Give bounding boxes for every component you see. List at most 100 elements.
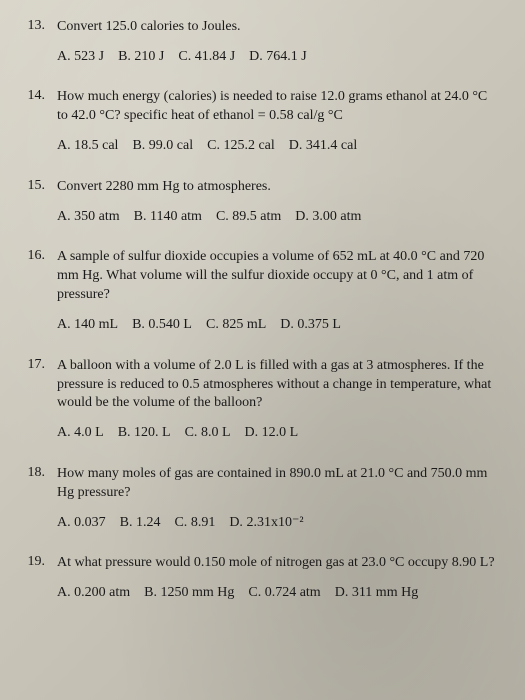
- choice-a: A. 350 atm: [57, 209, 120, 224]
- choice-value: 89.5 atm: [229, 209, 282, 224]
- choice-b: B. 120. L: [118, 425, 171, 440]
- choice-value: 8.0 L: [197, 425, 230, 440]
- question-text: How much energy (calories) is needed to …: [57, 88, 495, 126]
- choice-a: A. 140 mL: [57, 317, 118, 332]
- choice-d: D. 2.31x10⁻²: [229, 515, 303, 530]
- question-text: How many moles of gas are contained in 8…: [57, 465, 495, 503]
- question-row: 19.At what pressure would 0.150 mole of …: [25, 554, 495, 573]
- choice-a: A. 18.5 cal: [57, 138, 118, 153]
- choice-a: A. 523 J: [57, 49, 104, 64]
- choice-b: B. 0.540 L: [132, 317, 192, 332]
- choice-label: B.: [132, 138, 145, 153]
- question-16: 16.A sample of sulfur dioxide occupies a…: [25, 248, 495, 334]
- choice-value: 311 mm Hg: [348, 585, 418, 600]
- choice-a: A. 0.037: [57, 515, 106, 530]
- choice-value: 2.31x10⁻²: [243, 515, 304, 530]
- choice-label: B.: [144, 585, 157, 600]
- choice-label: A.: [57, 585, 71, 600]
- choice-d: D. 3.00 atm: [295, 209, 361, 224]
- choice-c: C. 125.2 cal: [207, 138, 275, 153]
- choice-value: 0.200 atm: [71, 585, 131, 600]
- question-number: 19.: [25, 554, 57, 570]
- choice-value: 210 J: [131, 49, 164, 64]
- choice-b: B. 1250 mm Hg: [144, 585, 234, 600]
- choice-label: A.: [57, 49, 71, 64]
- question-text: A sample of sulfur dioxide occupies a vo…: [57, 248, 495, 305]
- choice-d: D. 0.375 L: [280, 317, 341, 332]
- choice-label: D.: [335, 585, 349, 600]
- question-text: At what pressure would 0.150 mole of nit…: [57, 554, 495, 573]
- choice-value: 12.0 L: [258, 425, 298, 440]
- choice-value: 99.0 cal: [145, 138, 193, 153]
- choice-value: 0.037: [71, 515, 106, 530]
- choice-value: 18.5 cal: [71, 138, 119, 153]
- choice-label: C.: [206, 317, 219, 332]
- choices-row: A. 350 atm B. 1140 atm C. 89.5 atm D. 3.00 …: [57, 207, 495, 227]
- choice-label: C.: [174, 515, 187, 530]
- choice-value: 8.91: [187, 515, 215, 530]
- choice-label: C.: [248, 585, 261, 600]
- question-number: 16.: [25, 248, 57, 264]
- question-row: 16.A sample of sulfur dioxide occupies a…: [25, 248, 495, 305]
- choice-label: B.: [132, 317, 145, 332]
- choice-b: B. 210 J: [118, 49, 164, 64]
- choice-label: C.: [185, 425, 198, 440]
- choice-label: A.: [57, 515, 71, 530]
- choice-label: A.: [57, 209, 71, 224]
- question-row: 15.Convert 2280 mm Hg to atmospheres.: [25, 178, 495, 197]
- choice-value: 3.00 atm: [309, 209, 362, 224]
- choice-value: 41.84 J: [191, 49, 235, 64]
- choice-label: D.: [245, 425, 259, 440]
- choice-value: 1250 mm Hg: [157, 585, 234, 600]
- question-text: Convert 125.0 calories to Joules.: [57, 18, 495, 37]
- choice-c: C. 0.724 atm: [248, 585, 320, 600]
- choice-b: B. 1.24: [120, 515, 161, 530]
- choices-row: A. 523 J B. 210 J C. 41.84 J D. 764.1 J: [57, 47, 495, 67]
- choice-a: A. 4.0 L: [57, 425, 104, 440]
- question-row: 18.How many moles of gas are contained i…: [25, 465, 495, 503]
- question-17: 17.A balloon with a volume of 2.0 L is f…: [25, 357, 495, 443]
- choice-label: C.: [216, 209, 229, 224]
- choice-label: D.: [289, 138, 303, 153]
- choices-row: A. 140 mL B. 0.540 L C. 825 mL D. 0.375 L: [57, 315, 495, 335]
- choice-label: D.: [280, 317, 294, 332]
- choice-label: A.: [57, 138, 71, 153]
- choice-b: B. 99.0 cal: [132, 138, 193, 153]
- question-18: 18.How many moles of gas are contained i…: [25, 465, 495, 532]
- choice-label: B.: [118, 425, 131, 440]
- choice-c: C. 8.0 L: [185, 425, 231, 440]
- choice-value: 523 J: [71, 49, 104, 64]
- choice-value: 764.1 J: [263, 49, 307, 64]
- choice-label: B.: [134, 209, 147, 224]
- question-text: A balloon with a volume of 2.0 L is fill…: [57, 357, 495, 414]
- question-19: 19.At what pressure would 0.150 mole of …: [25, 554, 495, 602]
- question-number: 15.: [25, 178, 57, 194]
- choice-label: B.: [120, 515, 133, 530]
- choice-value: 125.2 cal: [220, 138, 275, 153]
- choice-value: 120. L: [131, 425, 171, 440]
- choice-c: C. 41.84 J: [178, 49, 235, 64]
- choice-value: 1.24: [132, 515, 160, 530]
- choice-d: D. 12.0 L: [245, 425, 299, 440]
- question-row: 13.Convert 125.0 calories to Joules.: [25, 18, 495, 37]
- choice-label: D.: [229, 515, 243, 530]
- choice-label: C.: [207, 138, 220, 153]
- choice-label: D.: [249, 49, 263, 64]
- choices-row: A. 4.0 L B. 120. L C. 8.0 L D. 12.0 L: [57, 423, 495, 443]
- choice-d: D. 341.4 cal: [289, 138, 357, 153]
- choices-row: A. 0.037 B. 1.24 C. 8.91 D. 2.31x10⁻²: [57, 513, 495, 533]
- choices-row: A. 18.5 cal B. 99.0 cal C. 125.2 cal D. 341…: [57, 136, 495, 156]
- question-14: 14.How much energy (calories) is needed …: [25, 88, 495, 155]
- choice-value: 1140 atm: [146, 209, 201, 224]
- choice-value: 0.540 L: [145, 317, 192, 332]
- choice-value: 0.375 L: [294, 317, 341, 332]
- choice-c: C. 8.91: [174, 515, 215, 530]
- choice-b: B. 1140 atm: [134, 209, 202, 224]
- question-number: 18.: [25, 465, 57, 481]
- choice-label: C.: [178, 49, 191, 64]
- choice-c: C. 89.5 atm: [216, 209, 281, 224]
- choice-label: A.: [57, 425, 71, 440]
- choice-value: 341.4 cal: [302, 138, 357, 153]
- choice-c: C. 825 mL: [206, 317, 266, 332]
- question-text: Convert 2280 mm Hg to atmospheres.: [57, 178, 495, 197]
